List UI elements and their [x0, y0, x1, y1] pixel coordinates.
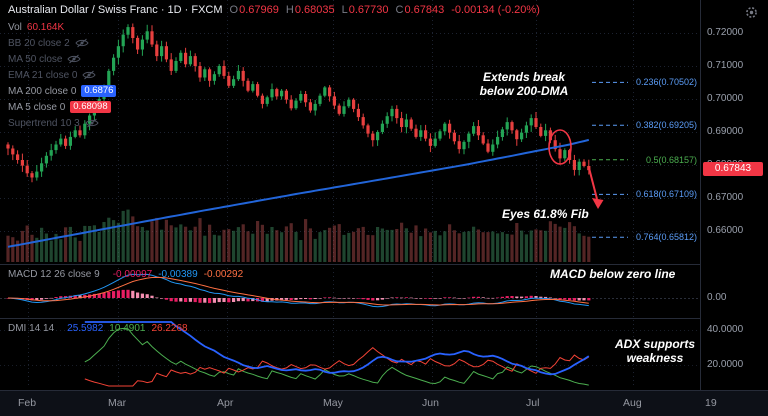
time-tick: Apr — [217, 397, 234, 409]
down-arrow-head — [592, 198, 604, 209]
time-tick: Jul — [526, 397, 540, 409]
indicator-label: MA 5 close 0 — [8, 101, 66, 113]
price-tick: 0.72000 — [707, 27, 744, 38]
fib-retracement-lines — [592, 81, 628, 238]
indicator-value: 60.164K — [26, 21, 65, 33]
indicator-value: 0.68098 — [70, 101, 111, 113]
price-tick: 0.70000 — [707, 93, 744, 104]
plus-di-line — [84, 327, 589, 386]
indicator-row-vol[interactable]: Vol 60.164K — [8, 20, 64, 34]
macd-axis-tick: 0.00 — [707, 292, 727, 303]
grid-lines — [0, 0, 712, 388]
down-arrow — [588, 167, 598, 200]
indicator-label: EMA 21 close 0 — [8, 69, 78, 81]
indicator-row-ema-21-close-0[interactable]: EMA 21 close 0 — [8, 68, 97, 82]
indicator-label: Supertrend 10 3 — [8, 117, 80, 129]
time-tick: 19 — [705, 397, 717, 409]
indicator-row-supertrend-10-3[interactable]: Supertrend 10 3 — [8, 116, 99, 130]
indicator-row-ma-5-close-0[interactable]: MA 5 close 0 0.68098 — [8, 100, 111, 114]
eye-hidden-icon[interactable] — [75, 38, 89, 48]
price-tick: 0.66000 — [707, 225, 744, 236]
macd-histogram — [6, 289, 591, 304]
indicator-value: 0.6876 — [81, 85, 117, 97]
minus-di-line — [84, 346, 590, 387]
settings-gear-icon[interactable] — [745, 6, 758, 24]
time-tick: Feb — [18, 397, 37, 409]
dmi-axis-tick: 40.0000 — [707, 324, 744, 335]
volume-bars — [6, 209, 591, 262]
eye-hidden-icon[interactable] — [67, 54, 82, 64]
last-price-badge: 0.67843 — [703, 162, 763, 177]
time-tick: Mar — [108, 397, 127, 409]
indicator-label: Vol — [8, 21, 22, 33]
ma-200-line — [7, 138, 590, 248]
time-axis[interactable]: Feb Mar Apr May Jun Jul Aug 19 — [0, 390, 768, 416]
dmi-axis-tick: 20.0000 — [707, 359, 744, 370]
eye-hidden-icon[interactable] — [85, 118, 99, 128]
indicator-row-ma-50-close[interactable]: MA 50 close — [8, 52, 82, 66]
highlight-circle — [548, 129, 572, 165]
eye-hidden-icon[interactable] — [82, 70, 97, 80]
macd-signal-line — [7, 276, 589, 306]
price-tick: 0.69000 — [707, 126, 744, 137]
time-tick: Jun — [422, 397, 439, 409]
indicator-label: BB 20 close 2 — [8, 37, 70, 49]
candlestick-series — [6, 23, 591, 183]
indicator-label: MA 50 close — [8, 53, 63, 65]
adx-line — [84, 321, 590, 376]
indicator-label: MA 200 close 0 — [8, 85, 77, 97]
price-axis[interactable]: 0.720000.710000.700000.690000.680000.670… — [700, 0, 768, 390]
price-tick: 0.67000 — [707, 192, 744, 203]
time-tick: Aug — [623, 397, 642, 409]
indicator-row-ma-200-close-0[interactable]: MA 200 close 0 0.6876 — [8, 84, 117, 98]
price-tick: 0.71000 — [707, 60, 744, 71]
indicator-row-bb-20-close-2[interactable]: BB 20 close 2 — [8, 36, 89, 50]
time-tick: May — [323, 397, 343, 409]
